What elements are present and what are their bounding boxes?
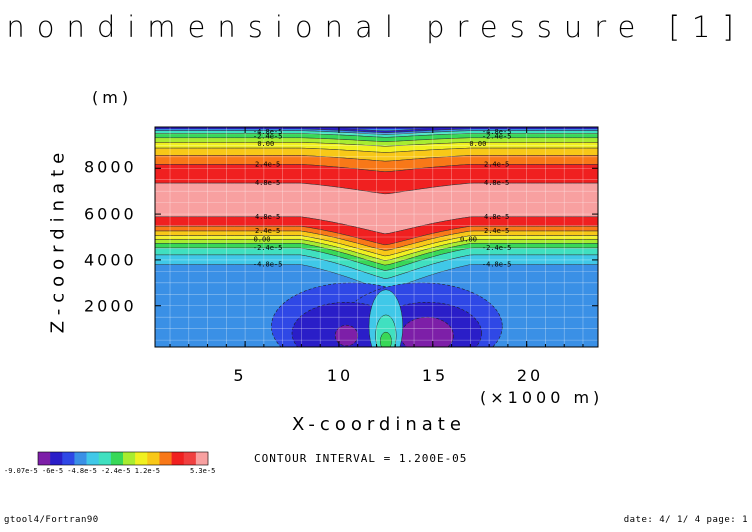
colorbar-swatch [62, 452, 75, 465]
contour-label: -2.4e-5 [253, 244, 283, 252]
contour-label: 2.4e-5 [484, 160, 509, 168]
chart-title: nondimensional pressure [1] [6, 10, 746, 44]
contour-label: -2.4e-5 [253, 133, 283, 141]
colorbar-swatch [171, 452, 185, 465]
x-tick-label: 10 [326, 366, 354, 385]
y-axis-unit: (m) [92, 88, 133, 107]
colorbar [37, 451, 209, 466]
contour-label: 0.00 [254, 236, 271, 244]
x-tick-label: 5 [233, 366, 247, 385]
x-axis-unit: (×1000 m) [480, 388, 604, 407]
y-axis-label: Z-coordinate [47, 146, 69, 334]
contour-band [155, 127, 598, 129]
contour-label: -4.8e-5 [482, 128, 512, 136]
contour-label: 0.00 [460, 236, 477, 244]
jet-core [380, 331, 392, 347]
colorbar-swatch [123, 452, 136, 465]
colorbar-swatch [135, 452, 148, 465]
contour-label: 2.4e-5 [255, 227, 280, 235]
contour-label: -4.8e-5 [253, 261, 283, 269]
contour-label: 4.8e-5 [255, 179, 280, 187]
axis-ticks [155, 127, 598, 347]
colorbar-frame [37, 451, 209, 466]
contour-label: -2.4e-5 [482, 244, 512, 252]
x-axis-label: X-coordinate [292, 414, 466, 435]
pressure-lobe [400, 316, 454, 347]
x-tick-label: 20 [516, 366, 544, 385]
colorbar-swatch [74, 452, 87, 465]
contour-interval-text: CONTOUR INTERVAL = 1.200E-05 [254, 452, 468, 465]
colorbar-min-label: -9.07e-5 [4, 467, 38, 475]
contour-label: -2.4e-5 [482, 133, 512, 141]
colorbar-swatch [98, 452, 112, 465]
colorbar-swatch [183, 452, 197, 465]
colorbar-swatch [159, 452, 172, 465]
contour-labels: -4.8e-5-2.4e-50.002.4e-54.8e-54.8e-52.4e… [253, 128, 512, 269]
colorbar-swatch [86, 452, 100, 465]
contour-label: -4.8e-5 [482, 261, 512, 269]
colorbar-swatch [38, 452, 51, 465]
y-tick-label: 6000 [84, 204, 137, 224]
contour-label: 2.4e-5 [484, 227, 509, 235]
contour-band [155, 254, 598, 291]
colorbar-mid-labels: -6e-5 -4.8e-5 -2.4e-5 1.2e-5 [42, 467, 161, 475]
x-tick-label: 15 [421, 366, 449, 385]
pressure-lobe [334, 324, 359, 347]
contour-label: 2.4e-5 [255, 160, 280, 168]
contour-label: 4.8e-5 [255, 213, 280, 221]
contour-fill [155, 127, 598, 347]
y-tick-label: 4000 [84, 250, 137, 270]
contour-label: -4.8e-5 [253, 128, 283, 136]
colorbar-swatch [110, 452, 124, 465]
colorbar-swatch [195, 452, 209, 465]
contour-label: 0.00 [469, 140, 486, 148]
y-tick-label: 2000 [84, 296, 137, 316]
colorbar-swatch [50, 452, 63, 465]
colorbar-max-label: 5.3e-5 [190, 467, 216, 475]
colorbar-swatch [147, 452, 160, 465]
y-tick-label: 8000 [84, 157, 137, 177]
contour-label: 4.8e-5 [484, 179, 509, 187]
contour-label: 0.00 [257, 140, 274, 148]
date-footer: date: 4/ 1/ 4 page: 1 [623, 515, 748, 525]
grid-lines [155, 127, 598, 347]
program-footer: gtool4/Fortran90 [4, 515, 99, 525]
contour-label: 4.8e-5 [484, 213, 509, 221]
